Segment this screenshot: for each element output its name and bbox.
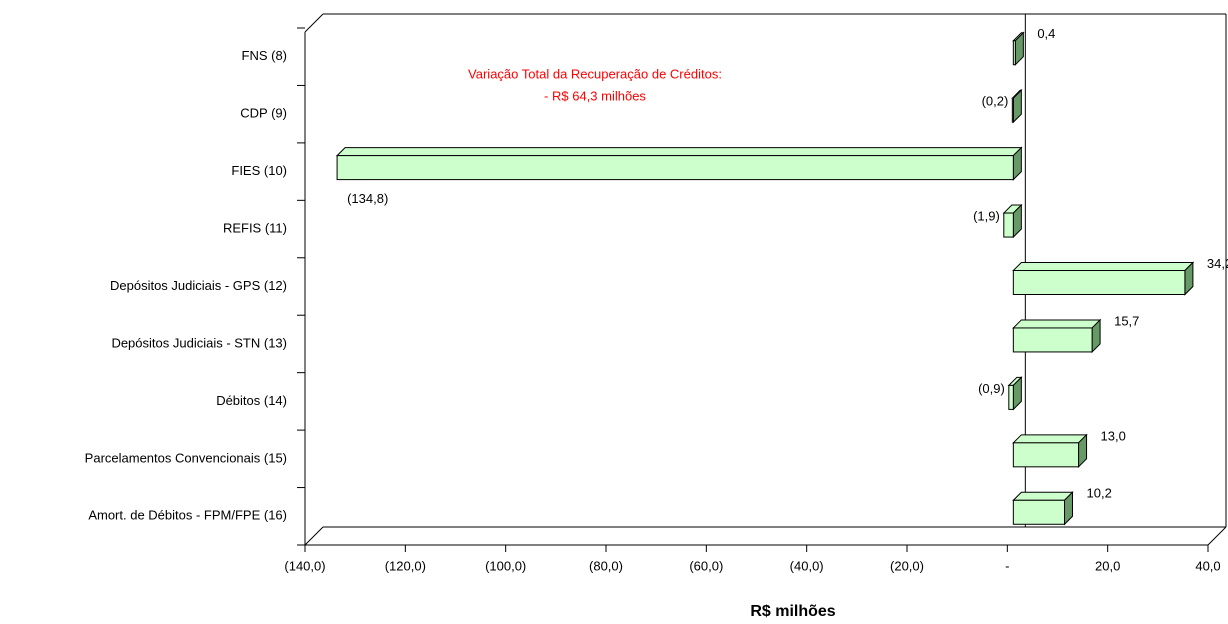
bar-top: [1012, 434, 1088, 444]
data-label: 0,4: [1037, 26, 1055, 41]
y-tick-label: Amort. de Débitos - FPM/FPE (16): [88, 508, 287, 523]
y-tick-label: Depósitos Judiciais - GPS (12): [110, 278, 287, 293]
bar-top: [1012, 262, 1195, 271]
y-tick-label: FIES (10): [231, 163, 287, 178]
data-label: 13,0: [1101, 428, 1126, 443]
y-tick-label: Débitos (14): [216, 393, 287, 408]
x-tick-label: (20,0): [890, 558, 924, 573]
data-label: 10,2: [1087, 486, 1112, 501]
x-tick-label: (40,0): [790, 558, 824, 573]
bar: [1012, 40, 1016, 66]
x-tick-label: (60,0): [689, 558, 723, 573]
x-tick-label: (140,0): [284, 558, 325, 573]
bar: [1012, 499, 1066, 525]
bar-top: [1012, 491, 1074, 501]
data-label: 15,7: [1114, 313, 1139, 328]
y-tick-label: Depósitos Judiciais - STN (13): [111, 335, 287, 350]
bar: [1012, 442, 1080, 468]
bar: [1012, 327, 1093, 353]
axis-frame: [304, 13, 324, 33]
bar: [1011, 97, 1014, 123]
data-label: (1,9): [973, 208, 1000, 223]
y-tick-label: Parcelamentos Convencionais (15): [85, 450, 287, 465]
data-label: (134,8): [347, 191, 388, 206]
y-tick-label: CDP (9): [240, 106, 287, 121]
bar-side: [1012, 88, 1022, 124]
annotation: Variação Total da Recuperação de Crédito…: [468, 66, 722, 81]
x-axis-title: R$ milhões: [750, 603, 835, 620]
data-label: (0,9): [978, 381, 1005, 396]
annotation: - R$ 64,3 milhões: [544, 88, 646, 103]
x-tick-label: 40,0: [1195, 558, 1220, 573]
y-tick-label: REFIS (11): [223, 220, 287, 235]
x-tick-label: -: [1005, 558, 1009, 573]
frame: [304, 13, 1227, 546]
x-tick-label: (120,0): [385, 558, 426, 573]
bar: [1008, 384, 1014, 410]
axis-frame: [1207, 526, 1227, 546]
bar: [1003, 212, 1014, 238]
data-label: 34,2: [1207, 256, 1228, 271]
bar-top: [1012, 319, 1102, 329]
x-tick-label: (80,0): [589, 558, 623, 573]
bar: [336, 155, 1014, 181]
axis-frame: [304, 526, 324, 546]
x-tick-label: (100,0): [485, 558, 526, 573]
data-label: (0,2): [982, 94, 1009, 109]
x-tick-label: 20,0: [1095, 558, 1120, 573]
y-tick-label: FNS (8): [242, 48, 288, 63]
bar-top: [335, 147, 1023, 157]
bar: [1012, 270, 1186, 295]
